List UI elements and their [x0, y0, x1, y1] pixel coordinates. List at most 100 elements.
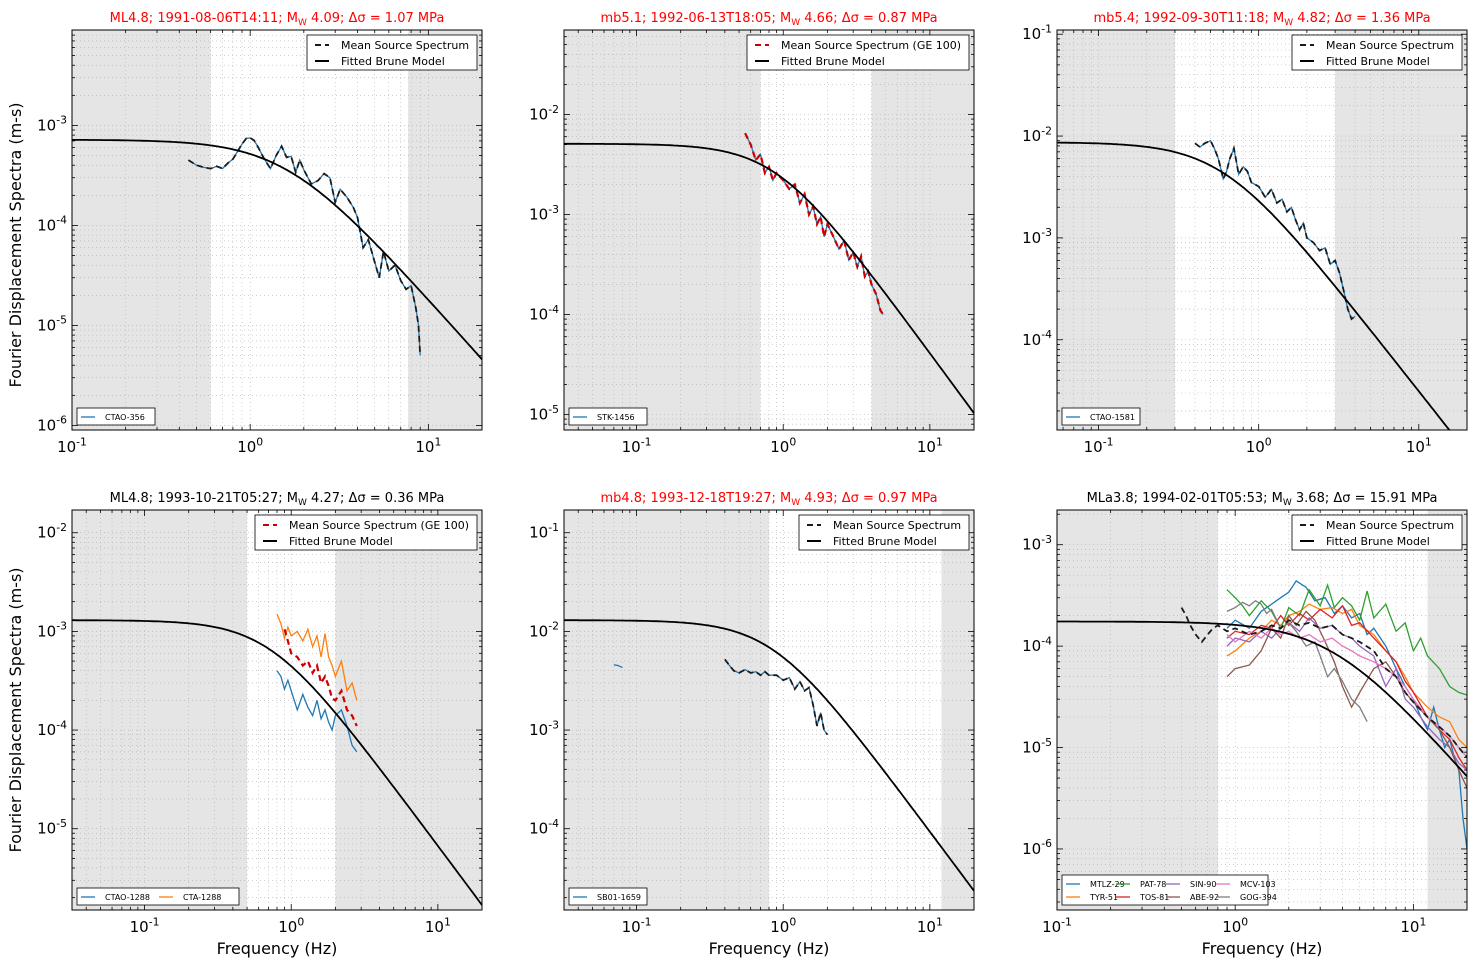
series-group — [276, 613, 358, 753]
y-axis-label-top: Fourier Displacement Spectra (m-s) — [6, 102, 25, 387]
station-legend: MTLZ-29 TYR-51 PAT-78 TOS-81 SIN-90 ABE-92 MCV… — [1061, 874, 1277, 906]
station-legend-label: SIN-90 — [1190, 880, 1217, 889]
brune-model-line — [564, 142, 974, 414]
x-tick-label: 10-1 — [622, 915, 652, 936]
station-line-2 — [1226, 603, 1467, 748]
y-tick-label: 10-4 — [37, 214, 67, 235]
mean-spectrum-line — [744, 132, 885, 316]
x-tick-label: 100 — [1222, 915, 1248, 936]
y-tick-label: 10-6 — [1022, 837, 1052, 858]
axes-frame — [1056, 509, 1468, 911]
legend-brune-label: Fitted Brune Model — [833, 535, 937, 548]
y-tick-label: 10-3 — [1022, 226, 1052, 247]
legend-brune-label: Fitted Brune Model — [1326, 55, 1430, 68]
ticks — [1056, 510, 1468, 910]
panel-1: 10-1 100 101 10-6 10-5 10-4 10-3 ML4.8; 1991-08… — [37, 11, 483, 456]
y-tick-label: 10-3 — [37, 620, 67, 641]
mean-spectrum-line — [724, 658, 829, 736]
station-legend: STK-1456 — [568, 407, 648, 426]
brune-model-line — [564, 619, 974, 892]
main-legend-box — [1291, 514, 1463, 551]
ticks — [1057, 30, 1468, 430]
main-legend-box — [798, 514, 970, 551]
station-legend-label: MTLZ-29 — [1090, 880, 1125, 889]
x-tick-label: 100 — [770, 435, 796, 456]
panel-title: ML4.8; 1993-10-21T05:27; MW 4.27; Δσ = 0… — [110, 491, 445, 508]
station-legend: CTAO-1288 CTA-1288 — [76, 887, 240, 906]
brune-model-line — [72, 139, 482, 361]
station-legend-box — [76, 887, 240, 906]
station-legend-box — [568, 407, 648, 426]
station-legend-box — [1061, 874, 1269, 906]
station-line-3 — [1226, 583, 1467, 696]
mean-spectrum-line — [1194, 139, 1356, 321]
legend-mean-label: Mean Source Spectrum — [833, 519, 961, 532]
panel-title: ML4.8; 1991-08-06T14:11; MW 4.09; Δσ = 1… — [110, 11, 445, 28]
station-legend: SB01-1659 — [568, 887, 648, 906]
shaded-band-1 — [72, 510, 248, 910]
station-legend-label: TYR-51 — [1089, 893, 1118, 902]
station-legend-label: CTAO-1581 — [1090, 413, 1135, 422]
y-tick-label: 10-3 — [37, 114, 67, 135]
main-legend-box — [254, 514, 478, 551]
station-legend-label: CTAO-1288 — [105, 893, 150, 902]
station-legend-label: PAT-78 — [1140, 880, 1166, 889]
x-tick-label: 10-1 — [57, 435, 87, 456]
y-tick-label: 10-2 — [529, 103, 559, 124]
station-legend-box — [1061, 407, 1141, 426]
series-group — [1180, 580, 1467, 849]
legend-mean-label: Mean Source Spectrum — [1326, 39, 1454, 52]
panel-4: 10-1 100 101 10-5 10-4 10-3 10-2 ML4.8; 1993-10… — [37, 491, 483, 936]
main-legend: Mean Source Spectrum (GE 100) Fitted Brun… — [254, 514, 478, 551]
y-tick-label: 10-6 — [37, 414, 67, 435]
station-legend-label: SB01-1659 — [597, 893, 641, 902]
station-legend-label: GOG-394 — [1240, 893, 1277, 902]
panel-title: mb5.1; 1992-06-13T18:05; MW 4.66; Δσ = 0… — [600, 11, 937, 28]
y-tick-label: 10-5 — [37, 817, 67, 838]
shaded-band-1 — [72, 30, 211, 430]
x-tick-label: 100 — [1246, 435, 1272, 456]
y-tick-label: 10-3 — [529, 203, 559, 224]
station-legend-label: TOS-81 — [1139, 893, 1169, 902]
x-tick-label: 100 — [237, 435, 263, 456]
x-tick-label: 10-1 — [1042, 915, 1072, 936]
x-tick-label: 10-1 — [1084, 435, 1114, 456]
legend-mean-label: Mean Source Spectrum — [341, 39, 469, 52]
series-group — [613, 658, 829, 736]
station-line-2 — [276, 613, 358, 701]
main-legend: Mean Source Spectrum Fitted Brune Model — [1291, 514, 1463, 551]
grid — [71, 30, 483, 431]
grid — [1057, 30, 1468, 430]
main-legend: Mean Source Spectrum Fitted Brune Model — [306, 34, 478, 71]
shaded-band-1 — [1057, 30, 1175, 430]
shaded-band-1 — [1057, 510, 1218, 910]
y-tick-label: 10-2 — [1022, 124, 1052, 145]
x-tick-label: 101 — [917, 915, 943, 936]
station-legend-label: ABE-92 — [1190, 893, 1219, 902]
station-legend: CTAO-1581 — [1061, 407, 1141, 426]
y-tick-label: 10-4 — [529, 817, 559, 838]
station-legend-label: STK-1456 — [597, 413, 635, 422]
main-legend-box — [1291, 34, 1463, 71]
brune-model-line — [72, 619, 482, 906]
mean-spectrum-line — [187, 136, 422, 356]
panel-6: 10-1 100 101 10-6 10-5 10-4 10-3 MLa3.8; 1994-0… — [1022, 491, 1468, 936]
x-axis-label-left: Frequency (Hz) — [217, 939, 338, 958]
x-tick-label: 101 — [917, 435, 943, 456]
brune-model-line — [1057, 620, 1467, 777]
y-tick-label: 10-4 — [1022, 634, 1052, 655]
main-legend: Mean Source Spectrum Fitted Brune Model — [1291, 34, 1463, 71]
x-axis-label-middle: Frequency (Hz) — [709, 939, 830, 958]
main-legend-box — [306, 34, 478, 71]
station-line-5 — [1226, 616, 1467, 771]
y-tick-label: 10-3 — [1022, 533, 1052, 554]
station-line-1 — [276, 670, 358, 753]
shaded-band-2 — [1335, 30, 1467, 430]
station-line-1 — [1194, 139, 1356, 321]
y-tick-label: 10-1 — [1022, 22, 1052, 43]
legend-brune-label: Fitted Brune Model — [781, 55, 885, 68]
brune-model-line — [1057, 141, 1451, 430]
panel-title: MLa3.8; 1994-02-01T05:53; MW 3.68; Δσ = … — [1087, 491, 1438, 508]
mean-spectrum-line — [283, 628, 358, 727]
legend-mean-label: Mean Source Spectrum (GE 100) — [781, 39, 961, 52]
